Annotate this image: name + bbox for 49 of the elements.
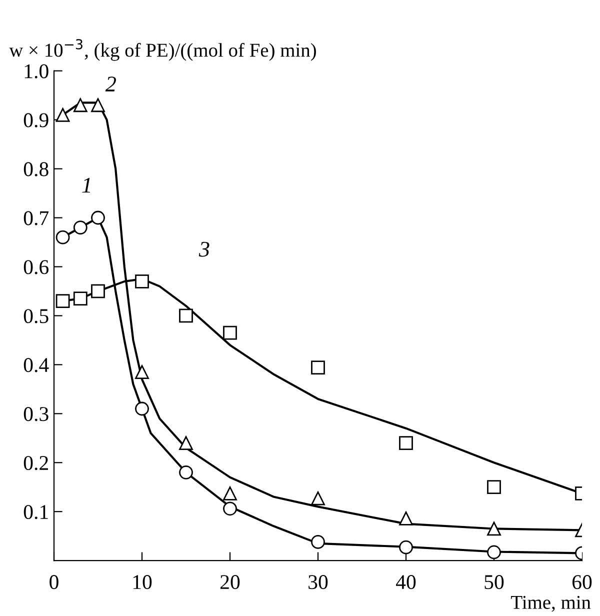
series-label: 1 bbox=[82, 178, 90, 193]
text: 3 bbox=[198, 242, 210, 257]
y-tick-label: 0.8 bbox=[24, 162, 48, 176]
series-label: 2 bbox=[105, 76, 116, 92]
y-tick-label: 0.7 bbox=[24, 211, 49, 226]
y-tick-label: 0.6 bbox=[24, 260, 49, 274]
point bbox=[399, 512, 413, 526]
point bbox=[56, 230, 70, 244]
point bbox=[487, 545, 501, 560]
point bbox=[399, 436, 413, 450]
y-tick-label: 0.4 bbox=[24, 358, 49, 372]
point bbox=[179, 465, 193, 480]
point bbox=[91, 284, 105, 298]
x-tick-label: 20 bbox=[220, 575, 240, 590]
point bbox=[223, 486, 237, 500]
point bbox=[135, 402, 149, 416]
point bbox=[487, 480, 501, 494]
point bbox=[91, 210, 105, 225]
x-tick-label: 0 bbox=[50, 575, 58, 590]
point bbox=[56, 294, 70, 308]
point bbox=[135, 274, 149, 288]
y-tick-label: 0.2 bbox=[24, 456, 48, 470]
point bbox=[487, 522, 501, 536]
point bbox=[311, 535, 325, 549]
x-tick-label: 30 bbox=[308, 575, 328, 590]
point bbox=[223, 326, 237, 340]
point bbox=[399, 540, 413, 554]
y-axis-title: w × 10$^{−3}$, (kg of PE)/((mol of Fe) min) bbox=[9, 39, 316, 61]
x-tick-label: 40 bbox=[396, 575, 416, 590]
point bbox=[311, 491, 325, 506]
x-tick-label: 60 bbox=[572, 575, 592, 590]
y-tick-label: 0.3 bbox=[24, 407, 48, 422]
y-tick-label: 0.1 bbox=[24, 504, 48, 520]
point bbox=[223, 502, 237, 516]
point bbox=[179, 436, 193, 450]
x-axis-title: Time, min bbox=[511, 596, 591, 612]
point bbox=[135, 365, 149, 379]
point bbox=[311, 360, 325, 375]
point bbox=[73, 98, 88, 112]
x-tick-label: 10 bbox=[133, 575, 152, 590]
point bbox=[91, 98, 105, 112]
point bbox=[56, 108, 70, 122]
y-tick-label: 0.5 bbox=[24, 309, 48, 324]
x-tick-label: 50 bbox=[484, 575, 504, 590]
point bbox=[179, 308, 193, 323]
point bbox=[73, 292, 88, 306]
point bbox=[73, 220, 88, 234]
y-tick-label: 1.0 bbox=[24, 64, 48, 78]
y-tick-label: 0.9 bbox=[24, 113, 48, 128]
